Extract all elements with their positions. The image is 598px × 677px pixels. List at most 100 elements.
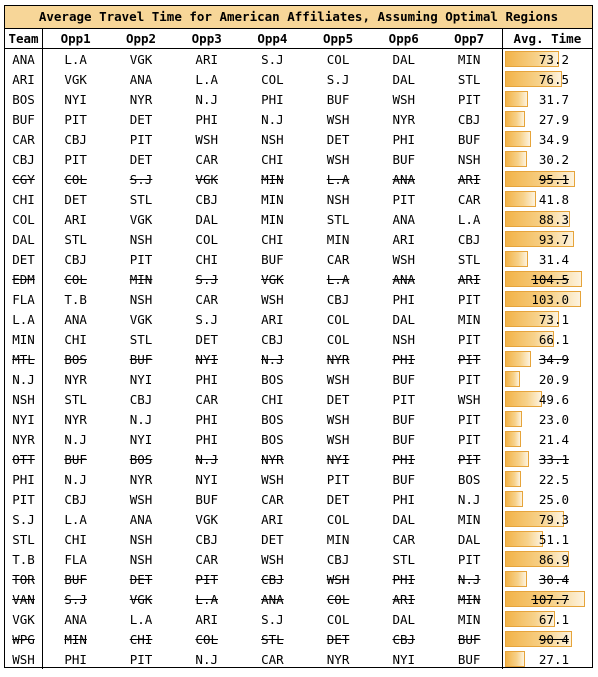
- opponent-cell[interactable]: BUF: [43, 449, 109, 469]
- avg-time-cell[interactable]: 31.7: [501, 89, 592, 109]
- opponent-cell[interactable]: BOS: [437, 469, 503, 489]
- opponent-cell[interactable]: PIT: [437, 429, 503, 449]
- opponent-cell[interactable]: PHI: [371, 569, 437, 589]
- opponent-cell[interactable]: BUF: [43, 569, 109, 589]
- opponent-cell[interactable]: DET: [240, 529, 306, 549]
- avg-time-cell[interactable]: 51.1: [501, 529, 592, 549]
- opponent-cell[interactable]: ANA: [108, 69, 174, 89]
- avg-time-cell[interactable]: 30.4: [501, 569, 592, 589]
- opponent-cell[interactable]: STL: [240, 629, 306, 649]
- opponent-cell[interactable]: BUF: [437, 129, 503, 149]
- opponent-cell[interactable]: PIT: [437, 549, 503, 569]
- opponent-cell[interactable]: CBJ: [240, 569, 306, 589]
- opponent-cell[interactable]: STL: [371, 549, 437, 569]
- opponent-cell[interactable]: DAL: [371, 609, 437, 629]
- opponent-cell[interactable]: PIT: [174, 569, 240, 589]
- opponent-cell[interactable]: L.A: [108, 609, 174, 629]
- opponent-cell[interactable]: L.A: [43, 509, 109, 529]
- opponent-cell[interactable]: COL: [305, 309, 371, 329]
- opponent-cell[interactable]: PIT: [371, 189, 437, 209]
- opponent-cell[interactable]: MIN: [437, 509, 503, 529]
- opponent-cell[interactable]: PHI: [174, 429, 240, 449]
- opponent-cell[interactable]: NYR: [305, 349, 371, 369]
- opponent-cell[interactable]: BOS: [240, 369, 306, 389]
- team-cell[interactable]: VGK: [5, 609, 44, 629]
- opponent-cell[interactable]: CHI: [240, 149, 306, 169]
- opponent-cell[interactable]: BUF: [371, 149, 437, 169]
- opponent-cell[interactable]: DAL: [371, 309, 437, 329]
- opponent-cell[interactable]: PHI: [371, 129, 437, 149]
- opponent-cell[interactable]: NYR: [108, 469, 174, 489]
- opponent-cell[interactable]: CBJ: [437, 109, 503, 129]
- opponent-cell[interactable]: N.J: [43, 469, 109, 489]
- team-cell[interactable]: NSH: [5, 389, 44, 409]
- opponent-cell[interactable]: ARI: [371, 589, 437, 609]
- opponent-cell[interactable]: S.J: [240, 609, 306, 629]
- team-cell[interactable]: BUF: [5, 109, 44, 129]
- avg-time-cell[interactable]: 33.1: [501, 449, 592, 469]
- opponent-cell[interactable]: NYR: [43, 369, 109, 389]
- team-cell[interactable]: NYR: [5, 429, 44, 449]
- opponent-cell[interactable]: BUF: [437, 629, 503, 649]
- opponent-cell[interactable]: CAR: [174, 549, 240, 569]
- opponent-cell[interactable]: ANA: [240, 589, 306, 609]
- opponent-cell[interactable]: WSH: [437, 389, 503, 409]
- opponent-cell[interactable]: CAR: [437, 189, 503, 209]
- avg-time-cell[interactable]: 27.1: [501, 649, 592, 669]
- opponent-cell[interactable]: WSH: [305, 149, 371, 169]
- opponent-cell[interactable]: COL: [305, 509, 371, 529]
- avg-time-cell[interactable]: 22.5: [501, 469, 592, 489]
- opponent-cell[interactable]: CHI: [240, 389, 306, 409]
- header-opp7[interactable]: Opp7: [436, 29, 503, 49]
- opponent-cell[interactable]: NSH: [437, 149, 503, 169]
- opponent-cell[interactable]: MIN: [437, 49, 503, 70]
- team-cell[interactable]: STL: [5, 529, 44, 549]
- opponent-cell[interactable]: ARI: [240, 509, 306, 529]
- opponent-cell[interactable]: STL: [437, 249, 503, 269]
- opponent-cell[interactable]: NSH: [108, 529, 174, 549]
- opponent-cell[interactable]: PIT: [437, 329, 503, 349]
- opponent-cell[interactable]: NYI: [108, 369, 174, 389]
- opponent-cell[interactable]: T.B: [43, 289, 109, 309]
- team-cell[interactable]: VAN: [5, 589, 44, 609]
- opponent-cell[interactable]: ARI: [437, 169, 503, 189]
- avg-time-cell[interactable]: 41.8: [501, 189, 592, 209]
- opponent-cell[interactable]: CBJ: [437, 229, 503, 249]
- avg-time-cell[interactable]: 25.0: [501, 489, 592, 509]
- avg-time-cell[interactable]: 79.3: [501, 509, 592, 529]
- team-cell[interactable]: BOS: [5, 89, 44, 109]
- opponent-cell[interactable]: ANA: [371, 209, 437, 229]
- opponent-cell[interactable]: MIN: [437, 589, 503, 609]
- team-cell[interactable]: COL: [5, 209, 44, 229]
- opponent-cell[interactable]: PIT: [108, 129, 174, 149]
- opponent-cell[interactable]: MIN: [437, 609, 503, 629]
- team-cell[interactable]: WSH: [5, 649, 44, 669]
- opponent-cell[interactable]: ANA: [43, 609, 109, 629]
- opponent-cell[interactable]: MIN: [437, 309, 503, 329]
- opponent-cell[interactable]: S.J: [305, 69, 371, 89]
- team-cell[interactable]: WPG: [5, 629, 44, 649]
- opponent-cell[interactable]: S.J: [108, 169, 174, 189]
- avg-time-cell[interactable]: 49.6: [501, 389, 592, 409]
- opponent-cell[interactable]: VGK: [240, 269, 306, 289]
- opponent-cell[interactable]: COL: [305, 329, 371, 349]
- opponent-cell[interactable]: COL: [305, 589, 371, 609]
- opponent-cell[interactable]: CAR: [174, 389, 240, 409]
- opponent-cell[interactable]: S.J: [174, 309, 240, 329]
- team-cell[interactable]: N.J: [5, 369, 44, 389]
- opponent-cell[interactable]: BUF: [108, 349, 174, 369]
- opponent-cell[interactable]: MIN: [43, 629, 109, 649]
- opponent-cell[interactable]: PIT: [305, 469, 371, 489]
- header-opp5[interactable]: Opp5: [305, 29, 371, 49]
- opponent-cell[interactable]: PIT: [108, 249, 174, 269]
- opponent-cell[interactable]: NYR: [371, 109, 437, 129]
- opponent-cell[interactable]: BUF: [437, 649, 503, 669]
- opponent-cell[interactable]: PHI: [371, 349, 437, 369]
- opponent-cell[interactable]: ARI: [437, 269, 503, 289]
- avg-time-cell[interactable]: 31.4: [501, 249, 592, 269]
- opponent-cell[interactable]: L.A: [305, 269, 371, 289]
- opponent-cell[interactable]: WSH: [305, 109, 371, 129]
- avg-time-cell[interactable]: 30.2: [501, 149, 592, 169]
- opponent-cell[interactable]: MIN: [108, 269, 174, 289]
- opponent-cell[interactable]: STL: [437, 69, 503, 89]
